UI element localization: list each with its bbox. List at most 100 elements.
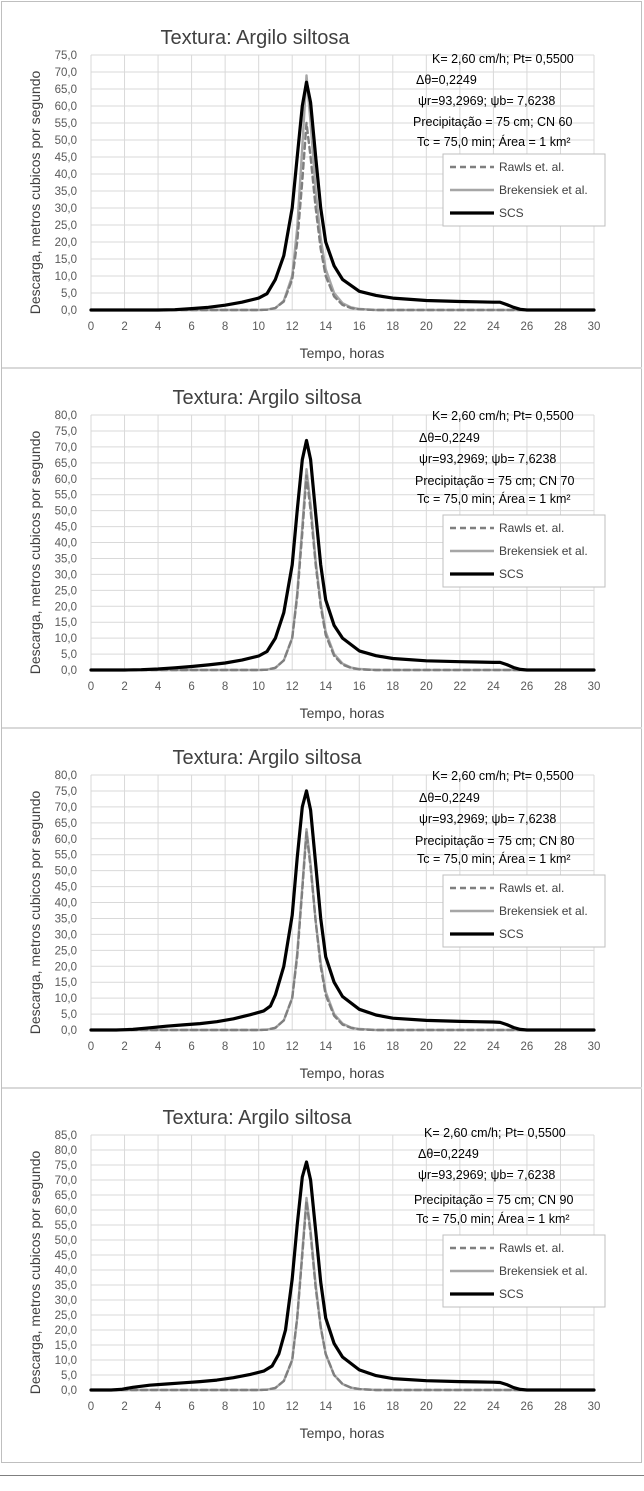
y-tick-label: 65,0	[55, 84, 77, 96]
annotation-1: K= 2,60 cm/h; Pt= 0,5500	[432, 52, 574, 66]
annotation-3: ψr=93,2969; ψb= 7,6238	[418, 1168, 555, 1182]
y-tick-label: 50,0	[55, 1235, 77, 1247]
y-tick-label: 60,0	[55, 101, 77, 113]
x-tick-label: 28	[554, 321, 567, 333]
y-axis-label: Descarga, metros cubicos por segundo	[27, 71, 43, 315]
y-tick-label: 70,0	[55, 67, 77, 79]
x-tick-label: 10	[252, 681, 265, 693]
x-tick-label: 24	[487, 1401, 500, 1413]
x-tick-label: 6	[188, 1041, 194, 1053]
legend-label-2: Brekensiek et al.	[499, 1264, 588, 1278]
x-tick-label: 18	[386, 321, 399, 333]
x-tick-label: 0	[88, 681, 94, 693]
x-tick-label: 26	[521, 321, 534, 333]
x-tick-label: 16	[353, 321, 366, 333]
y-tick-label: 35,0	[55, 186, 77, 198]
x-tick-label: 0	[88, 321, 94, 333]
y-tick-label: 45,0	[55, 522, 77, 534]
legend-label-3: SCS	[499, 1287, 524, 1301]
y-tick-label: 80,0	[55, 770, 77, 782]
x-tick-label: 6	[188, 321, 194, 333]
y-tick-label: 5,0	[61, 288, 77, 300]
x-tick-label: 0	[88, 1401, 94, 1413]
series-line-1	[89, 831, 596, 1032]
y-tick-label: 85,0	[55, 1130, 77, 1142]
y-axis-label: Descarga, metros cubicos por segundo	[27, 791, 43, 1035]
x-tick-label: 4	[155, 321, 162, 333]
x-tick-label: 2	[121, 321, 127, 333]
x-tick-label: 2	[121, 1401, 127, 1413]
x-tick-label: 4	[155, 1401, 162, 1413]
x-tick-label: 30	[588, 681, 601, 693]
y-tick-label: 30,0	[55, 203, 77, 215]
x-tick-label: 16	[353, 1041, 366, 1053]
y-tick-label: 10,0	[55, 1355, 77, 1367]
y-tick-label: 20,0	[55, 961, 77, 973]
y-tick-label: 75,0	[55, 1160, 77, 1172]
annotation-2: Δθ=0,2249	[416, 73, 477, 87]
x-tick-label: 12	[286, 681, 299, 693]
x-tick-label: 16	[353, 681, 366, 693]
x-tick-label: 8	[222, 681, 228, 693]
annotation-3: ψr=93,2969; ψb= 7,6238	[419, 452, 556, 466]
series-line-1	[89, 1199, 596, 1392]
x-tick-label: 30	[588, 321, 601, 333]
y-tick-label: 45,0	[55, 1250, 77, 1262]
x-tick-label: 4	[155, 1041, 162, 1053]
x-tick-label: 30	[588, 1041, 601, 1053]
y-tick-label: 70,0	[55, 1175, 77, 1187]
legend: Rawls et. al. Brekensiek et al. SCS	[442, 1234, 606, 1308]
x-tick-label: 22	[453, 1401, 466, 1413]
y-tick-label: 80,0	[55, 1145, 77, 1157]
x-tick-label: 22	[453, 321, 466, 333]
legend-label-3: SCS	[499, 927, 524, 941]
legend-label-1: Rawls et. al.	[499, 1241, 564, 1255]
x-tick-label: 24	[487, 681, 500, 693]
y-tick-label: 15,0	[55, 1340, 77, 1352]
x-tick-label: 14	[319, 681, 332, 693]
y-tick-label: 70,0	[55, 442, 77, 454]
legend-label-2: Brekensiek et al.	[499, 183, 588, 197]
x-axis-label: Tempo, horas	[300, 1425, 385, 1441]
y-tick-label: 0,0	[61, 1025, 77, 1037]
annotation-2: Δθ=0,2249	[419, 431, 480, 445]
x-tick-label: 8	[222, 1401, 228, 1413]
y-tick-label: 45,0	[55, 152, 77, 164]
x-axis-label: Tempo, horas	[300, 1065, 385, 1081]
y-tick-label: 0,0	[61, 305, 77, 317]
x-tick-label: 14	[319, 1041, 332, 1053]
x-tick-label: 12	[286, 1041, 299, 1053]
y-tick-label: 40,0	[55, 898, 77, 910]
x-tick-label: 6	[188, 1401, 194, 1413]
y-tick-label: 50,0	[55, 135, 77, 147]
annotation-4: Precipitação = 75 cm; CN 70	[415, 474, 574, 488]
y-axis-label: Descarga, metros cubicos por segundo	[27, 431, 43, 675]
x-tick-label: 4	[155, 681, 162, 693]
annotation-1: K= 2,60 cm/h; Pt= 0,5500	[432, 769, 574, 783]
chart-title: Textura: Argilo siltosa	[173, 387, 363, 409]
x-tick-label: 20	[420, 1401, 433, 1413]
y-tick-label: 55,0	[55, 850, 77, 862]
y-tick-label: 25,0	[55, 220, 77, 232]
y-tick-label: 20,0	[55, 237, 77, 249]
x-tick-label: 12	[286, 1401, 299, 1413]
y-tick-label: 40,0	[55, 1265, 77, 1277]
annotation-3: ψr=93,2969; ψb= 7,6238	[419, 812, 556, 826]
x-tick-label: 22	[453, 1041, 466, 1053]
y-tick-label: 25,0	[55, 1310, 77, 1322]
annotation-4: Precipitação = 75 cm; CN 60	[413, 115, 572, 129]
legend-label-1: Rawls et. al.	[499, 521, 564, 535]
x-tick-label: 12	[286, 321, 299, 333]
y-tick-label: 70,0	[55, 802, 77, 814]
annotation-5: Tc = 75,0 min; Área = 1 km²	[417, 134, 571, 149]
x-tick-label: 2	[121, 681, 127, 693]
y-tick-label: 40,0	[55, 538, 77, 550]
series-line-1	[89, 121, 596, 312]
y-tick-label: 75,0	[55, 50, 77, 62]
series-line-3	[89, 80, 596, 312]
x-tick-label: 26	[521, 1041, 534, 1053]
x-tick-label: 10	[252, 1401, 265, 1413]
x-tick-label: 22	[453, 681, 466, 693]
